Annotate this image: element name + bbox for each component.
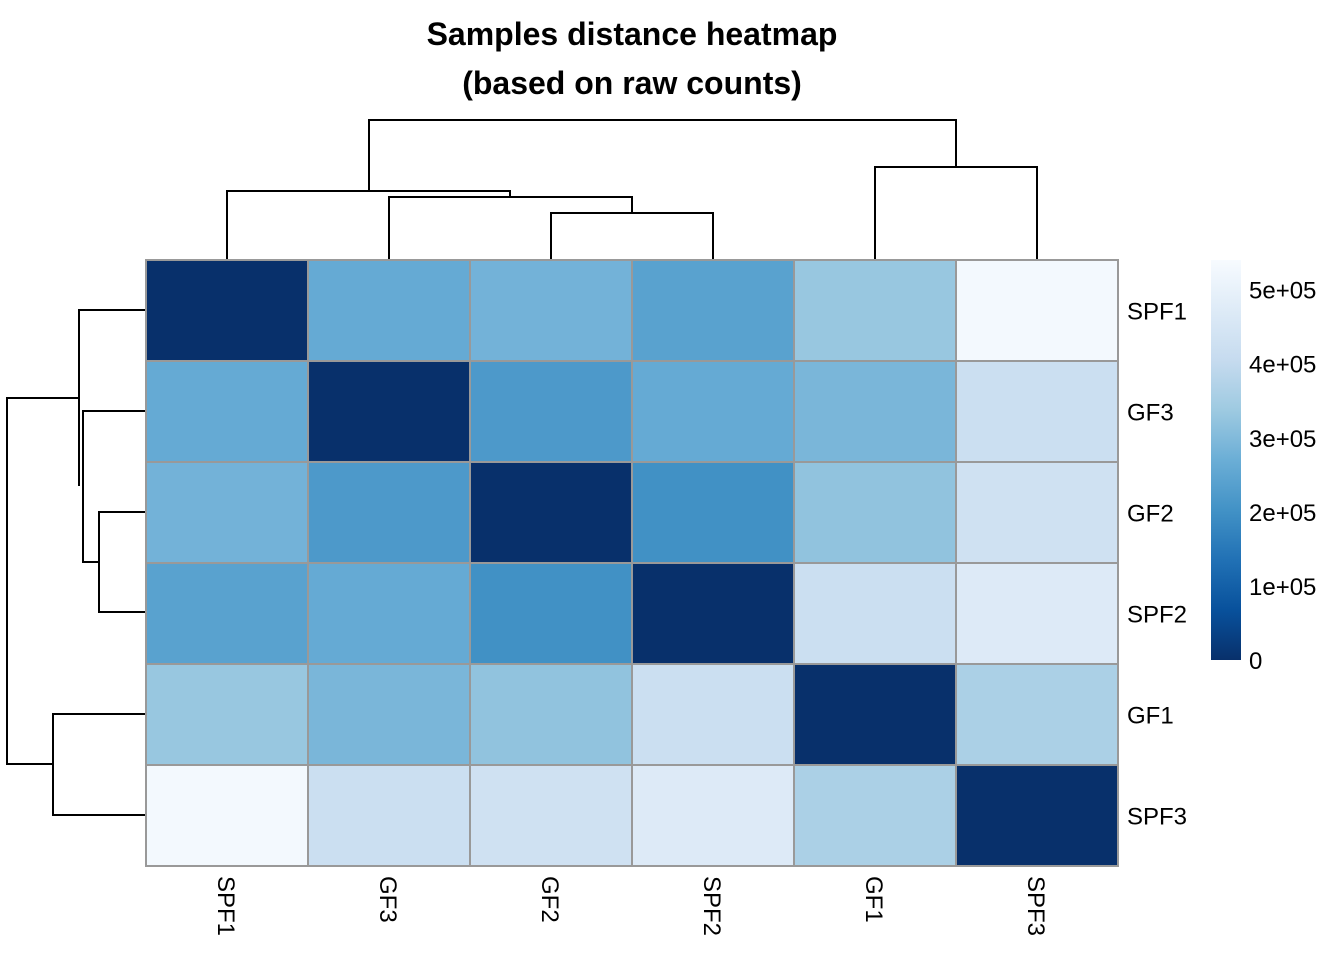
column-label: GF3 bbox=[374, 876, 401, 923]
heatmap-cell bbox=[631, 259, 795, 362]
colorbar-tick-label: 4e+05 bbox=[1249, 352, 1316, 379]
colorbar-tick-label: 1e+05 bbox=[1249, 574, 1316, 601]
dendrogram-branch bbox=[6, 397, 79, 765]
row-label: SPF1 bbox=[1127, 299, 1187, 326]
heatmap-cell bbox=[469, 764, 633, 867]
heatmap-cell bbox=[469, 259, 633, 362]
heatmap-cell bbox=[631, 461, 795, 564]
dendrogram-branch bbox=[98, 511, 146, 613]
row-label: GF1 bbox=[1127, 703, 1174, 730]
color-legend: 0 1e+05 2e+05 3e+05 4e+05 5e+05 bbox=[1211, 260, 1316, 675]
heatmap-cell bbox=[469, 461, 633, 564]
heatmap-cell bbox=[145, 562, 309, 665]
heatmap-cell bbox=[955, 461, 1119, 564]
dendrogram-branch bbox=[874, 166, 1038, 260]
heatmap-cell bbox=[145, 764, 309, 867]
row-label: GF3 bbox=[1127, 400, 1174, 427]
dendrogram-branch bbox=[226, 190, 511, 260]
heatmap-cell bbox=[793, 764, 957, 867]
colorbar-tick-label: 0 bbox=[1249, 648, 1262, 675]
row-label: SPF3 bbox=[1127, 804, 1187, 831]
chart-title: Samples distance heatmap bbox=[427, 16, 838, 52]
heatmap-cell bbox=[793, 461, 957, 564]
heatmap-cell bbox=[631, 663, 795, 766]
column-label: GF2 bbox=[536, 876, 563, 923]
heatmap-cell bbox=[631, 360, 795, 463]
heatmap-cell bbox=[307, 461, 471, 564]
dendrogram-branch bbox=[388, 196, 633, 260]
heatmap-cell bbox=[793, 562, 957, 665]
heatmap-cell bbox=[145, 461, 309, 564]
row-dendrogram bbox=[6, 309, 146, 816]
colorbar-tick-label: 5e+05 bbox=[1249, 278, 1316, 305]
column-label: SPF3 bbox=[1022, 876, 1049, 936]
row-labels: SPF1 GF3 GF2 SPF2 GF1 SPF3 bbox=[1127, 299, 1187, 831]
heatmap-cell bbox=[469, 663, 633, 766]
dendrogram-branch bbox=[368, 119, 957, 191]
heatmap-cell bbox=[955, 360, 1119, 463]
row-label: SPF2 bbox=[1127, 602, 1187, 629]
dendrogram-branch bbox=[82, 486, 99, 563]
heatmap-cell bbox=[469, 562, 633, 665]
column-dendrogram bbox=[226, 119, 1038, 260]
colorbar-gradient bbox=[1211, 260, 1241, 660]
dendrogram-branch bbox=[82, 410, 146, 486]
heatmap-cell bbox=[145, 360, 309, 463]
column-label: SPF1 bbox=[212, 876, 239, 936]
heatmap-cell bbox=[145, 663, 309, 766]
heatmap-cells bbox=[145, 259, 1119, 867]
heatmap-cell bbox=[793, 259, 957, 362]
heatmap-cell bbox=[469, 360, 633, 463]
column-label: SPF2 bbox=[698, 876, 725, 936]
heatmap-cell bbox=[307, 562, 471, 665]
column-labels: SPF1 GF3 GF2 SPF2 GF1 SPF3 bbox=[212, 876, 1049, 936]
heatmap-cell bbox=[145, 259, 309, 362]
heatmap-cell bbox=[307, 764, 471, 867]
column-label: GF1 bbox=[860, 876, 887, 923]
dendrogram-branch bbox=[550, 212, 714, 260]
colorbar-tick-label: 2e+05 bbox=[1249, 500, 1316, 527]
heatmap-cell bbox=[955, 562, 1119, 665]
heatmap-cell bbox=[631, 764, 795, 867]
heatmap-cell bbox=[793, 360, 957, 463]
heatmap-cell bbox=[307, 259, 471, 362]
heatmap-cell bbox=[793, 663, 957, 766]
dendrogram-branch bbox=[52, 713, 146, 816]
heatmap-cell bbox=[307, 360, 471, 463]
chart-subtitle: (based on raw counts) bbox=[462, 65, 802, 101]
heatmap-cell bbox=[955, 259, 1119, 362]
heatmap-cell bbox=[955, 663, 1119, 766]
row-label: GF2 bbox=[1127, 501, 1174, 528]
heatmap-cell bbox=[955, 764, 1119, 867]
colorbar-tick-label: 3e+05 bbox=[1249, 426, 1316, 453]
heatmap-cell bbox=[631, 562, 795, 665]
heatmap-cell bbox=[307, 663, 471, 766]
dendrogram-branch bbox=[78, 309, 146, 486]
